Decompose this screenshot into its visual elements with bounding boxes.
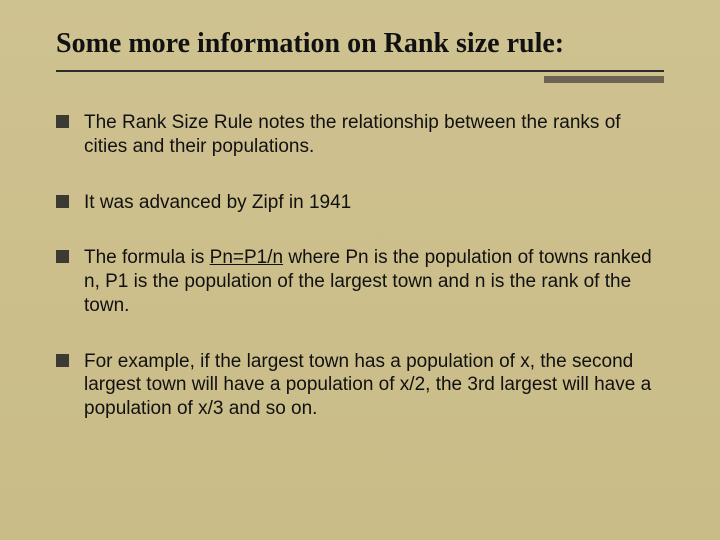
list-item: The formula is Pn=P1/n where Pn is the p… [56, 246, 664, 317]
bullet-text-underline: Pn=P1/n [210, 247, 283, 268]
title-divider [56, 70, 664, 72]
bullet-text-prefix: The formula is [84, 247, 210, 268]
list-item: It was advanced by Zipf in 1941 [56, 191, 664, 215]
title-accent [544, 76, 664, 83]
slide: Some more information on Rank size rule:… [0, 0, 720, 493]
bullet-text: The Rank Size Rule notes the relationshi… [84, 112, 621, 157]
list-item: The Rank Size Rule notes the relationshi… [56, 111, 664, 159]
bullet-list: The Rank Size Rule notes the relationshi… [56, 111, 664, 421]
bullet-text: For example, if the largest town has a p… [84, 351, 651, 420]
slide-title: Some more information on Rank size rule: [56, 28, 664, 60]
list-item: For example, if the largest town has a p… [56, 350, 664, 421]
bullet-text: It was advanced by Zipf in 1941 [84, 192, 351, 213]
